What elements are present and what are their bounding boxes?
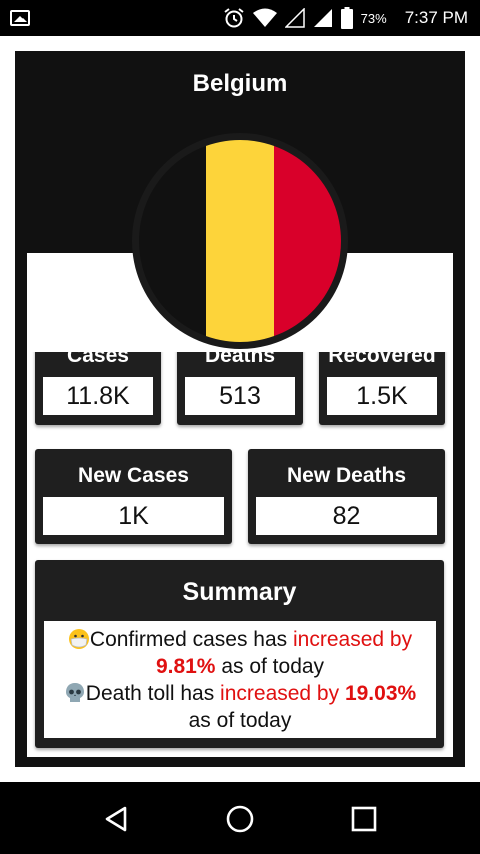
flag-stripe-yellow xyxy=(206,140,274,342)
death-summary-line: Death toll has increased by 19.03% as of … xyxy=(44,680,436,734)
confirmed-suffix: as of today xyxy=(215,655,325,678)
signal-empty-icon xyxy=(284,8,305,28)
skull-icon xyxy=(65,683,84,702)
new-cases-box: New Cases 1K xyxy=(35,449,232,544)
back-icon xyxy=(105,806,127,832)
deaths-value: 513 xyxy=(185,377,295,415)
deaths-label: Deaths xyxy=(204,352,276,367)
recents-icon xyxy=(351,806,377,832)
confirmed-prefix: Confirmed cases has xyxy=(89,628,293,651)
battery-icon xyxy=(340,7,353,29)
deaths-box: Deaths 513 xyxy=(177,352,303,425)
new-deaths-box: New Deaths 82 xyxy=(248,449,445,544)
stats-row-top: Cases 11.8K Deaths 513 Recovered 1.5K xyxy=(27,352,453,432)
summary-body: Confirmed cases has increased by 9.81% a… xyxy=(44,621,436,738)
summary-box: Summary Confirmed cases has increased by… xyxy=(35,560,444,748)
death-percent: 19.03% xyxy=(344,682,417,705)
summary-title: Summary xyxy=(182,578,297,606)
cases-box: Cases 11.8K xyxy=(35,352,161,425)
mask-face-icon xyxy=(68,629,89,649)
back-button[interactable] xyxy=(99,802,133,836)
cases-label: Cases xyxy=(67,352,129,367)
death-suffix: as of today xyxy=(188,709,292,732)
clock: 7:37 PM xyxy=(404,8,468,27)
new-deaths-label: New Deaths xyxy=(286,464,407,487)
gallery-icon xyxy=(10,10,30,26)
recovered-label: Recovered xyxy=(328,352,436,367)
death-change: increased by xyxy=(220,682,345,705)
cases-value: 11.8K xyxy=(43,377,153,415)
new-cases-label: New Cases xyxy=(78,464,189,487)
wifi-icon xyxy=(252,8,277,27)
country-title: Belgium xyxy=(192,70,288,97)
recovered-box: Recovered 1.5K xyxy=(319,352,445,425)
recents-button[interactable] xyxy=(347,802,381,836)
battery-percent: 73% xyxy=(360,10,387,26)
status-bar: 73% 7:37 PM xyxy=(0,0,480,36)
confirmed-summary-line: Confirmed cases has increased by 9.81% a… xyxy=(44,626,436,680)
navigation-bar xyxy=(0,782,480,854)
new-deaths-value: 82 xyxy=(256,497,437,535)
signal-icon xyxy=(313,9,332,27)
flag-image xyxy=(132,133,348,349)
recovered-value: 1.5K xyxy=(327,377,437,415)
confirmed-percent: 9.81% xyxy=(155,655,216,678)
alarm-icon xyxy=(224,8,244,28)
confirmed-change: increased by xyxy=(293,628,413,651)
home-button[interactable] xyxy=(223,802,257,836)
death-prefix: Death toll has xyxy=(85,682,221,705)
home-icon xyxy=(226,805,254,833)
new-cases-value: 1K xyxy=(43,497,224,535)
